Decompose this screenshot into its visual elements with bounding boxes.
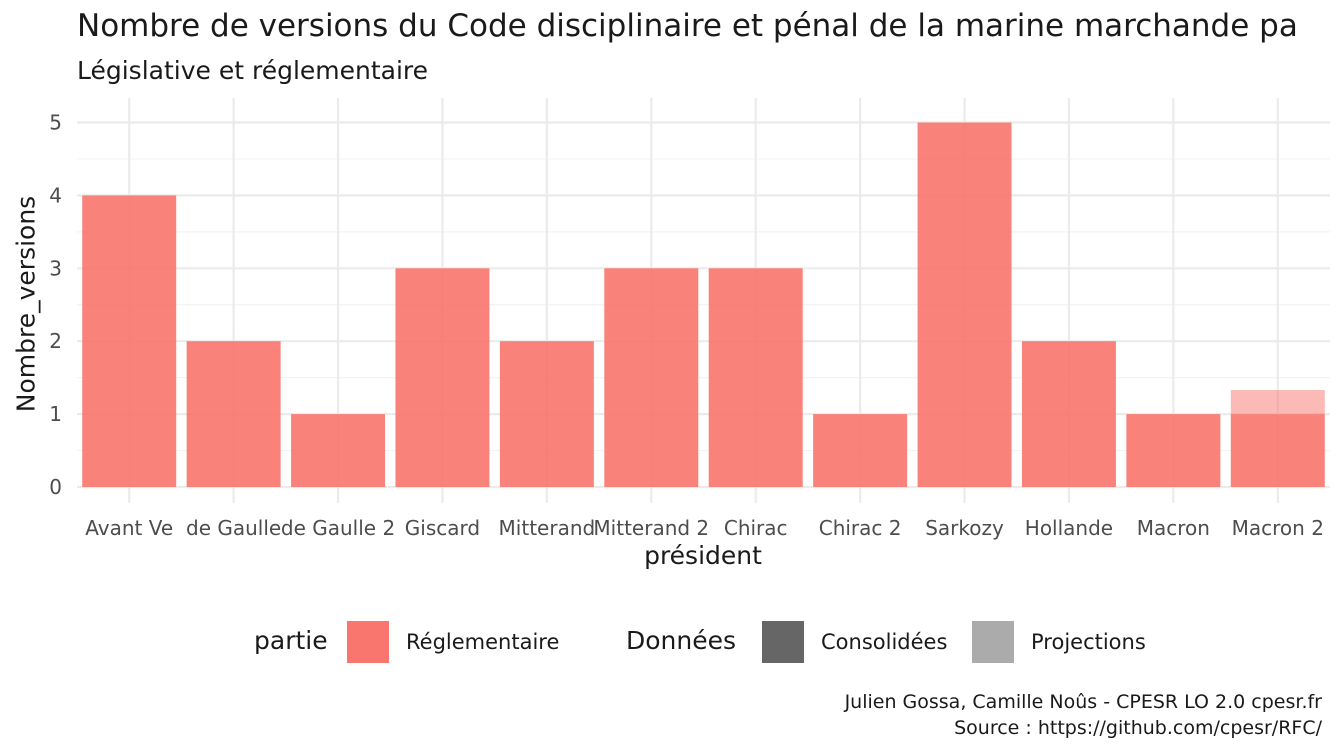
bar-consolidees [604,268,699,487]
x-tick-label: Chirac 2 [819,516,902,540]
legend-title-donnees: Données [626,626,737,655]
x-axis-title: président [644,541,762,570]
bar-consolidees [1230,414,1325,487]
x-tick-label: Sarkozy [925,516,1004,540]
legend-key-consolidees [762,621,804,663]
x-tick-label: Avant Ve [85,516,173,540]
bar-consolidees [708,268,803,487]
x-tick-label: Macron 2 [1232,516,1324,540]
legend-label-consolidees: Consolidées [821,630,948,654]
caption-line-source: Source : https://github.com/cpesr/RFC/ [954,717,1322,739]
bar-consolidees [499,341,594,487]
caption: Julien Gossa, Camille Noûs - CPESR LO 2.… [845,689,1322,741]
bar-consolidees [917,122,1012,487]
bar-consolidees [291,414,386,487]
y-tick-label: 0 [49,475,62,499]
x-tick-label: Mitterand [499,516,596,540]
y-tick-label: 2 [49,329,62,353]
legend-key-projections [972,621,1014,663]
x-tick-label: Hollande [1025,516,1113,540]
bar-consolidees [82,195,177,487]
legend-title-partie: partie [254,626,328,655]
x-tick-label: Giscard [405,516,480,540]
chart-title: Nombre de versions du Code disciplinaire… [77,8,1298,44]
bar-consolidees [1126,414,1221,487]
x-tick-label: de Gaulle 2 [281,516,395,540]
bar-consolidees [395,268,490,487]
legend-label-projections: Projections [1031,630,1146,654]
y-tick-label: 3 [49,256,62,280]
y-axis-title: Nombre_versions [11,195,41,413]
x-tick-label: Macron [1137,516,1210,540]
bar-consolidees [186,341,281,487]
x-tick-label: Chirac [724,516,788,540]
chart-subtitle: Législative et réglementaire [77,56,429,85]
bar-consolidees [1021,341,1116,487]
x-tick-label: Mitterand 2 [593,516,709,540]
y-tick-label: 1 [49,402,62,426]
bar-consolidees [813,414,908,487]
x-tick-label: de Gaulle [186,516,281,540]
caption-line-authors: Julien Gossa, Camille Noûs - CPESR LO 2.… [844,691,1322,713]
legend-label-reglementaire: Réglementaire [406,630,560,654]
y-tick-label: 4 [49,183,62,207]
bar-projections [1230,390,1325,415]
y-tick-label: 5 [49,111,62,135]
legend-key-reglementaire [347,621,389,663]
legend: partie Réglementaire Données Consolidées… [0,612,1344,672]
